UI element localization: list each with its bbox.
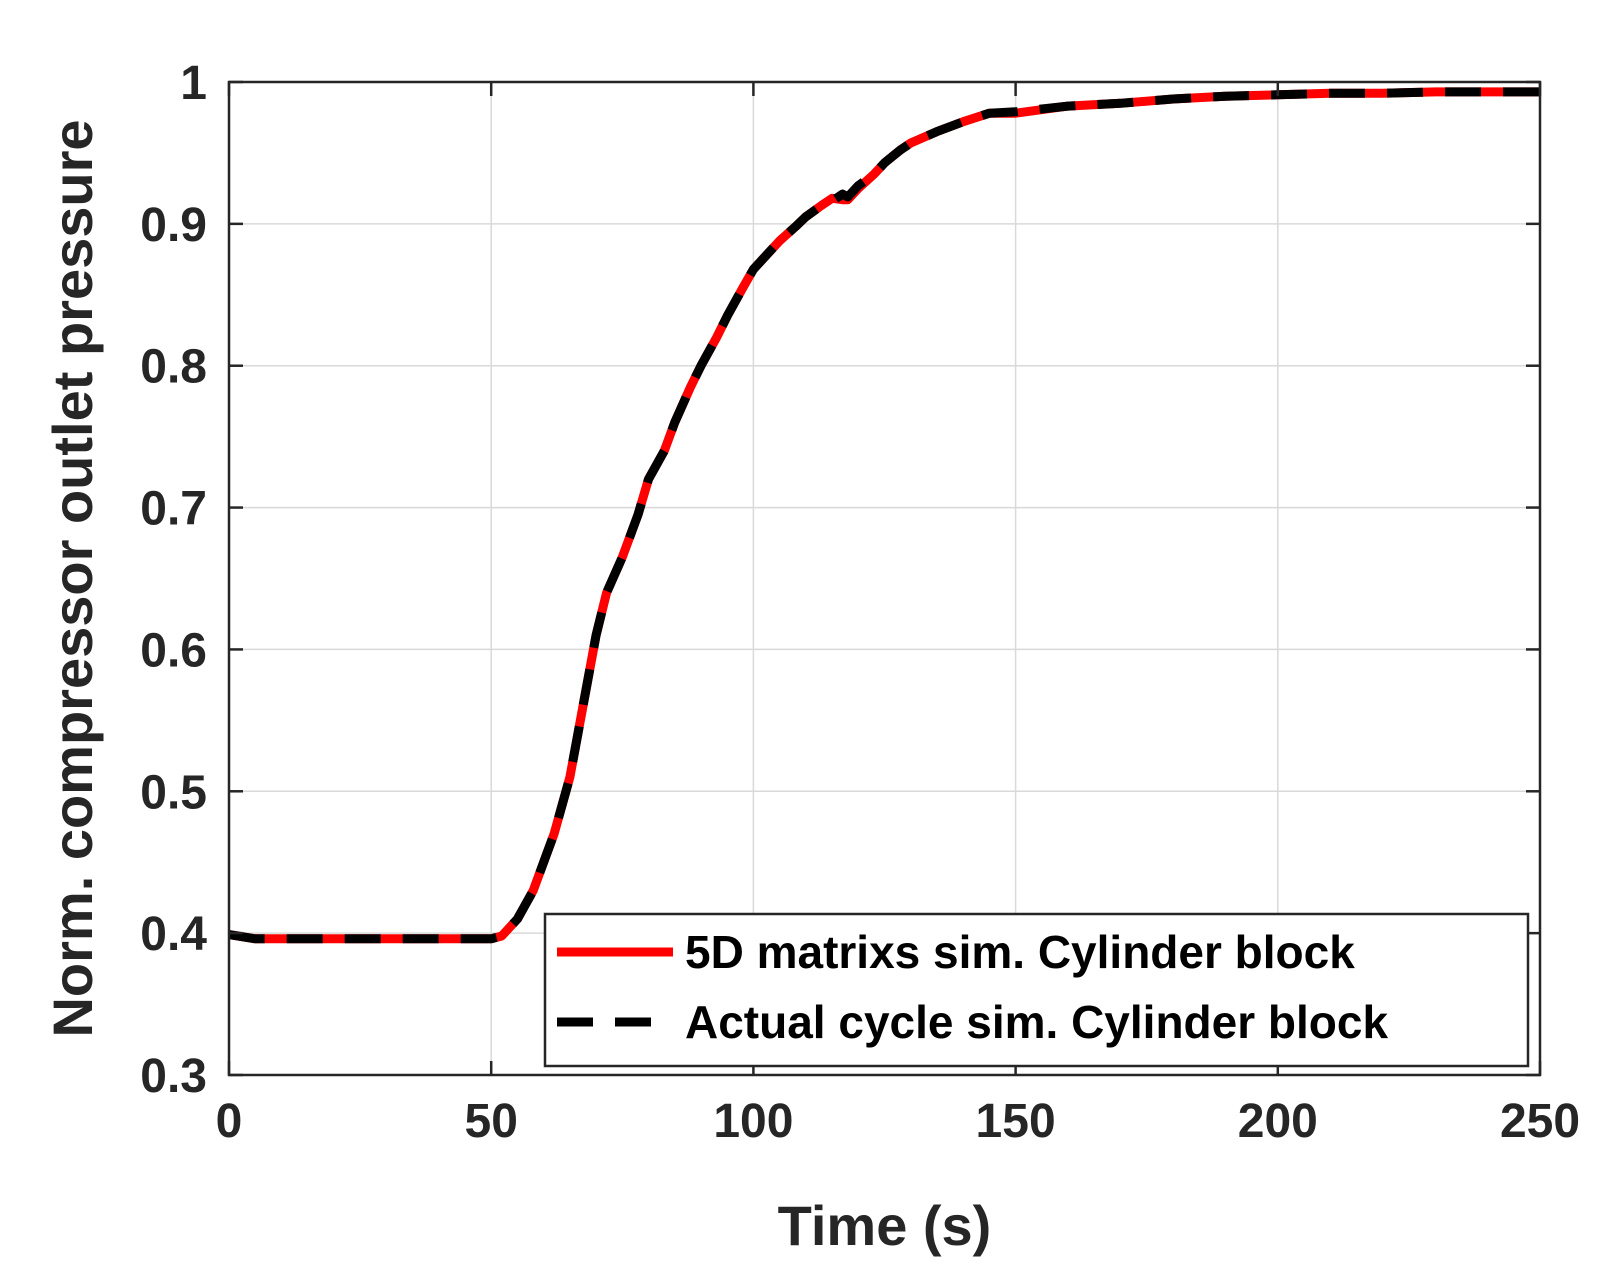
axes-frame	[227, 80, 1542, 1077]
y-tick-label: 0.4	[140, 908, 207, 961]
y-tick-label: 0.7	[140, 483, 207, 536]
series-line-actual-cycle	[228, 87, 1540, 944]
x-tick-label: 0	[216, 1095, 243, 1148]
legend-box	[543, 912, 1530, 1068]
x-tick-label: 50	[465, 1095, 518, 1148]
y-tick-labels: 0.3 0.4 0.5 0.6 0.7 0.8 0.9 1	[140, 57, 207, 1103]
legend-label-5d-matrixs: 5D matrixs sim. Cylinder block	[685, 926, 1355, 978]
series-group	[228, 87, 1540, 944]
y-tick-label: 1	[180, 57, 207, 110]
x-axis-label: Time (s)	[778, 1194, 992, 1257]
x-tick-label: 200	[1238, 1095, 1318, 1148]
x-tick-label: 150	[976, 1095, 1056, 1148]
x-tick-label: 100	[713, 1095, 793, 1148]
x-tick-label: 250	[1500, 1095, 1580, 1148]
y-tick-label: 0.9	[140, 199, 207, 252]
y-tick-label: 0.3	[140, 1050, 207, 1103]
y-tick-label: 0.6	[140, 624, 207, 677]
y-tick-label: 0.8	[140, 341, 207, 394]
y-tick-label: 0.5	[140, 766, 207, 819]
x-tick-labels: 0 50 100 150 200 250	[216, 1095, 1580, 1148]
legend: 5D matrixs sim. Cylinder block Actual cy…	[543, 912, 1530, 1068]
plot-background	[229, 82, 1540, 1075]
legend-label-actual-cycle: Actual cycle sim. Cylinder block	[685, 996, 1388, 1048]
plot-area	[227, 80, 1542, 1077]
y-axis-label: Norm. compressor outlet pressure	[41, 119, 104, 1037]
